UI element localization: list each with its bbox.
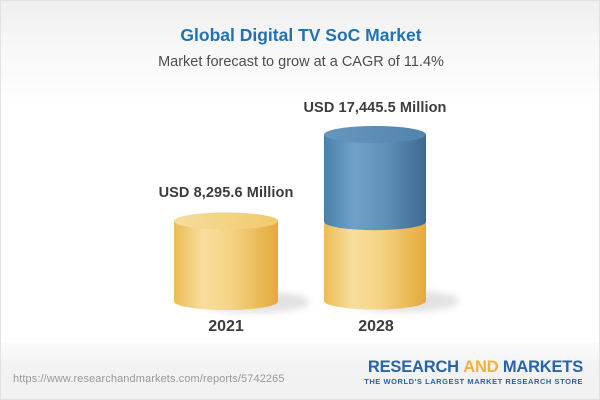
- bar-2021: [174, 212, 278, 310]
- category-label-2028: 2028: [358, 318, 394, 335]
- header-band: [1, 1, 599, 97]
- logo-tagline: THE WORLD'S LARGEST MARKET RESEARCH STOR…: [364, 377, 583, 387]
- footer-band: [1, 343, 599, 399]
- logo-word-research: RESEARCH: [367, 358, 459, 376]
- report-url-link[interactable]: https://www.researchandmarkets.com/repor…: [13, 373, 285, 385]
- logo-wordmark: RESEARCH AND MARKETS: [364, 358, 583, 376]
- value-label-2028: USD 17,445.5 Million: [303, 100, 447, 116]
- chart-title: Global Digital TV SoC Market: [180, 25, 422, 45]
- value-label-2021: USD 8,295.6 Million: [158, 185, 294, 201]
- bar-2028: [324, 126, 426, 310]
- researchandmarkets-logo[interactable]: RESEARCH AND MARKETS THE WORLD'S LARGEST…: [364, 358, 583, 386]
- category-label-2021: 2021: [208, 318, 244, 335]
- logo-word-and: AND: [463, 358, 499, 376]
- logo-word-markets: MARKETS: [502, 358, 583, 376]
- chart-subtitle: Market forecast to grow at a CAGR of 11.…: [158, 54, 444, 70]
